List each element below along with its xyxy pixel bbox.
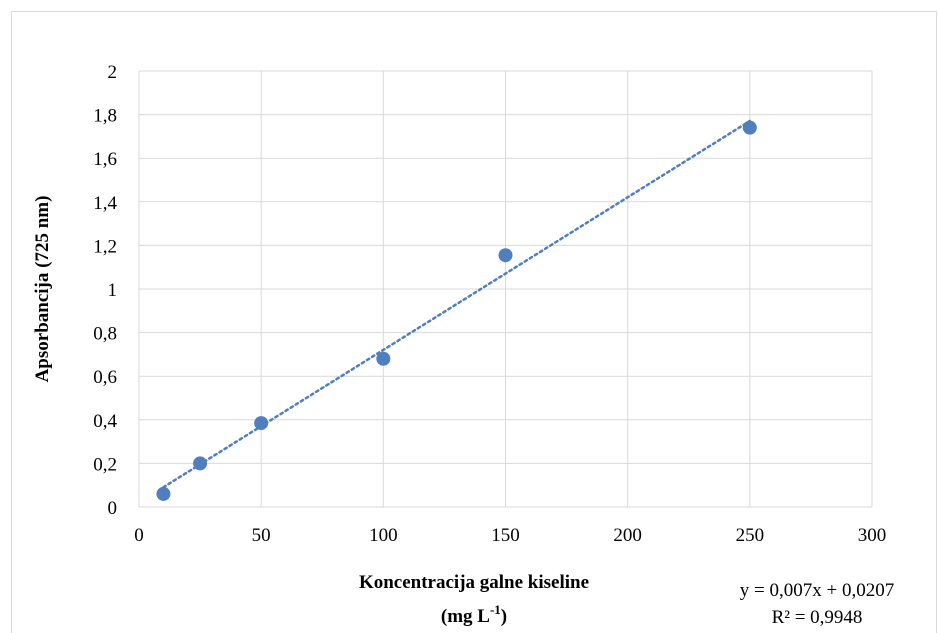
x-tick-label: 150 [491,525,520,546]
x-axis-unit-close: ) [501,606,507,627]
x-axis-unit: (mg L-1) [441,602,507,627]
x-tick-labels: 0 50 100 150 200 250 300 [134,525,886,546]
data-point [376,351,391,366]
chart-frame [11,11,937,633]
y-tick-label: 1,6 [93,149,117,170]
trendline [162,119,752,489]
data-point [193,456,208,471]
data-point [498,248,513,263]
y-tick-labels: 0 0,2 0,4 0,6 0,8 1 1,2 1,4 1,6 1,8 2 [93,62,117,519]
trendline-equation: y = 0,007x + 0,0207 [740,580,894,601]
y-tick-label: 2 [108,62,118,83]
y-tick-label: 1,8 [93,106,117,127]
y-tick-label: 0,4 [93,411,117,432]
x-axis-unit-exponent: -1 [490,602,501,617]
x-axis-unit-base: (mg L [441,606,490,627]
y-axis-title: Apsorbancija (725 nm) [32,196,53,383]
x-tick-label: 0 [134,525,144,546]
data-points [156,120,757,501]
y-tick-label: 1 [108,280,118,301]
data-point [742,120,757,135]
grid-lines [138,70,873,508]
data-point [254,416,269,431]
y-tick-label: 0 [108,498,118,519]
data-point [156,486,171,501]
y-tick-label: 0,2 [93,454,117,475]
y-tick-label: 0,6 [93,367,117,388]
x-tick-label: 200 [613,525,642,546]
y-tick-label: 1,4 [93,193,117,214]
y-tick-label: 0,8 [93,324,117,345]
x-tick-label: 100 [369,525,398,546]
trendline-path [162,119,752,489]
x-tick-label: 50 [252,525,271,546]
x-axis-title: Koncentracija galne kiseline [359,572,589,593]
y-tick-label: 1,2 [93,236,117,257]
trendline-r-squared: R² = 0,9948 [772,607,863,628]
x-tick-label: 300 [858,525,887,546]
x-tick-label: 250 [736,525,765,546]
